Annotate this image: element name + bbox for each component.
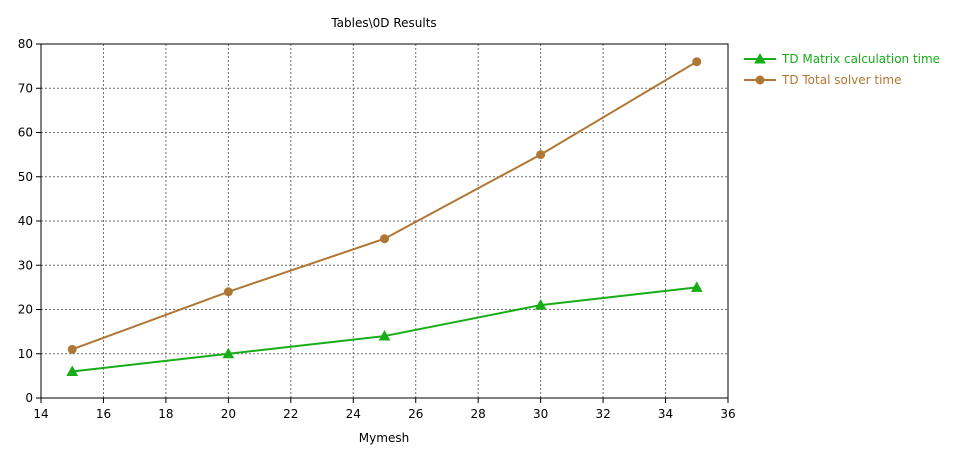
x-tick-label: 28 bbox=[471, 407, 486, 421]
y-tick-label: 70 bbox=[18, 81, 33, 95]
data-point bbox=[223, 287, 233, 297]
data-point bbox=[380, 234, 389, 244]
x-tick-label: 30 bbox=[533, 407, 548, 421]
y-tick-label: 20 bbox=[18, 303, 33, 317]
data-point bbox=[67, 344, 77, 354]
x-tick-label: 32 bbox=[595, 407, 610, 421]
y-tick-label: 50 bbox=[18, 170, 33, 184]
legend-item: TD Total solver time bbox=[744, 73, 902, 87]
series-1 bbox=[66, 281, 703, 376]
grid bbox=[41, 44, 728, 398]
series-layer bbox=[66, 57, 703, 376]
x-tick-label: 26 bbox=[408, 407, 423, 421]
x-tick-label: 34 bbox=[658, 407, 673, 421]
series-2 bbox=[67, 57, 702, 354]
x-tick-label: 18 bbox=[158, 407, 173, 421]
y-tick-label: 0 bbox=[25, 391, 33, 405]
plot-frame bbox=[40, 43, 729, 399]
y-tick-label: 60 bbox=[18, 126, 33, 140]
y-tick-label: 30 bbox=[18, 258, 33, 272]
legend: TD Matrix calculation time TD Total solve… bbox=[744, 52, 940, 87]
legend-marker bbox=[755, 75, 765, 85]
x-tick-label: 14 bbox=[33, 407, 48, 421]
x-tick-label: 36 bbox=[720, 407, 735, 421]
data-point bbox=[378, 330, 391, 341]
data-point bbox=[222, 347, 235, 359]
data-point bbox=[534, 299, 547, 310]
x-tick-label: 22 bbox=[283, 407, 298, 421]
x-tick-label: 20 bbox=[221, 407, 236, 421]
x-axis-label: Mymesh bbox=[359, 431, 409, 445]
chart-title: Tables\0D Results bbox=[330, 16, 436, 30]
data-point bbox=[536, 150, 546, 160]
y-tick-label: 40 bbox=[18, 214, 33, 228]
x-tick-label: 16 bbox=[96, 407, 111, 421]
legend-label: TD Total solver time bbox=[781, 73, 902, 87]
axes: 14 16 18 20 22 24 26 28 30 32 34 36 0 10 20 30 40 50 60 70 8… bbox=[18, 37, 736, 421]
legend-item: TD Matrix calculation time bbox=[744, 52, 940, 66]
y-tick-label: 10 bbox=[18, 347, 33, 361]
data-point bbox=[690, 281, 703, 292]
data-point bbox=[692, 57, 702, 67]
x-tick-label: 24 bbox=[346, 407, 361, 421]
legend-marker bbox=[754, 52, 766, 64]
legend-label: TD Matrix calculation time bbox=[781, 52, 940, 66]
data-point bbox=[66, 365, 79, 376]
y-tick-label: 80 bbox=[18, 37, 33, 51]
